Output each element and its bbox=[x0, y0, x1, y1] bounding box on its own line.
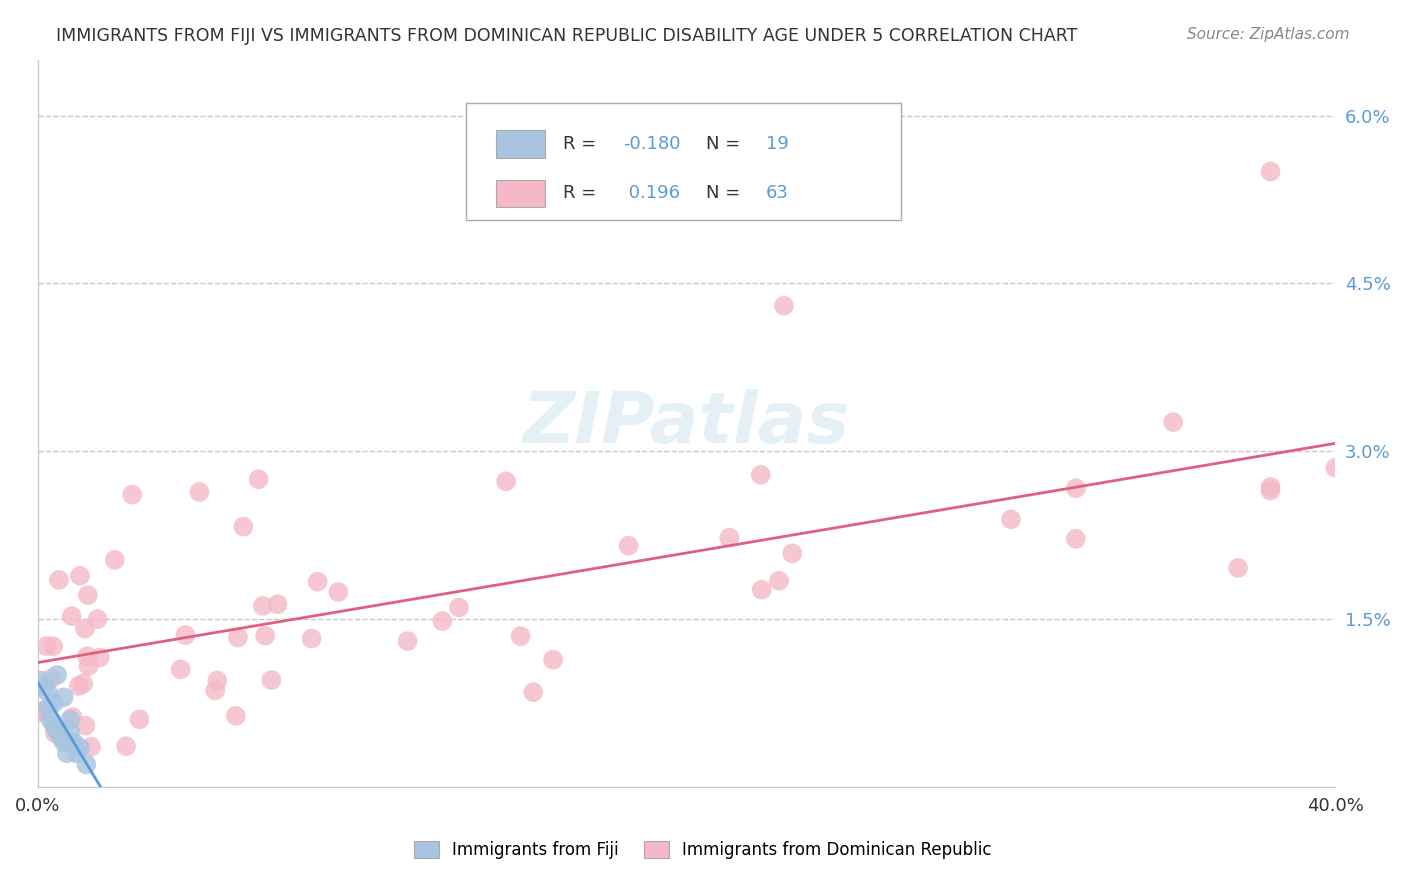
Point bbox=[76, 588, 98, 602]
Point bbox=[42, 696, 65, 710]
FancyBboxPatch shape bbox=[465, 103, 901, 219]
Point bbox=[69, 740, 91, 755]
Point bbox=[174, 628, 197, 642]
Point bbox=[188, 484, 211, 499]
Point bbox=[48, 573, 70, 587]
Point bbox=[121, 488, 143, 502]
Point bbox=[260, 673, 283, 687]
Point bbox=[59, 723, 82, 738]
Point bbox=[1161, 415, 1184, 429]
Point bbox=[617, 539, 640, 553]
Legend: Immigrants from Fiji, Immigrants from Dominican Republic: Immigrants from Fiji, Immigrants from Do… bbox=[408, 834, 998, 866]
Point bbox=[307, 574, 329, 589]
Text: Source: ZipAtlas.com: Source: ZipAtlas.com bbox=[1187, 27, 1350, 42]
Text: 0.196: 0.196 bbox=[623, 185, 681, 202]
Point bbox=[225, 709, 247, 723]
Point bbox=[522, 685, 544, 699]
Point bbox=[768, 574, 790, 588]
Point bbox=[31, 704, 53, 718]
Point bbox=[62, 710, 84, 724]
Text: IMMIGRANTS FROM FIJI VS IMMIGRANTS FROM DOMINICAN REPUBLIC DISABILITY AGE UNDER : IMMIGRANTS FROM FIJI VS IMMIGRANTS FROM … bbox=[56, 27, 1077, 45]
Point bbox=[37, 701, 59, 715]
Point bbox=[751, 582, 773, 597]
Point bbox=[37, 684, 59, 698]
Text: 63: 63 bbox=[766, 185, 789, 202]
Point bbox=[1000, 512, 1022, 526]
Point bbox=[72, 676, 94, 690]
Point bbox=[32, 679, 55, 693]
Point bbox=[495, 475, 517, 489]
Point bbox=[1064, 532, 1087, 546]
Point bbox=[780, 546, 803, 560]
Point bbox=[247, 472, 270, 486]
Point bbox=[128, 712, 150, 726]
Point bbox=[266, 597, 288, 611]
Point bbox=[42, 718, 65, 732]
Point bbox=[1389, 277, 1406, 291]
Point bbox=[749, 467, 772, 482]
Point bbox=[1064, 481, 1087, 495]
Point bbox=[30, 705, 52, 719]
Point bbox=[75, 719, 97, 733]
Point bbox=[56, 746, 79, 760]
Point bbox=[52, 690, 75, 705]
Point bbox=[396, 634, 419, 648]
Point bbox=[49, 730, 72, 744]
FancyBboxPatch shape bbox=[496, 179, 546, 207]
Point bbox=[432, 614, 454, 628]
Point bbox=[1227, 561, 1250, 575]
Point bbox=[86, 612, 108, 626]
Point bbox=[44, 726, 66, 740]
Point bbox=[59, 713, 82, 727]
FancyBboxPatch shape bbox=[496, 130, 546, 158]
Point bbox=[226, 631, 249, 645]
Point bbox=[1324, 460, 1347, 475]
Text: 19: 19 bbox=[766, 135, 789, 153]
Point bbox=[254, 629, 277, 643]
Text: R =: R = bbox=[564, 135, 602, 153]
Point bbox=[73, 622, 96, 636]
Point bbox=[77, 659, 100, 673]
Point bbox=[62, 735, 84, 749]
Point bbox=[1260, 483, 1282, 498]
Point bbox=[1389, 542, 1406, 557]
Point bbox=[60, 609, 83, 624]
Point bbox=[69, 568, 91, 582]
Point bbox=[773, 299, 796, 313]
Point bbox=[509, 629, 531, 643]
Point bbox=[35, 639, 58, 653]
Point bbox=[169, 662, 191, 676]
Point bbox=[42, 640, 65, 654]
Point bbox=[65, 746, 87, 760]
Text: N =: N = bbox=[706, 135, 747, 153]
Point bbox=[52, 735, 75, 749]
Point bbox=[718, 531, 741, 545]
Point bbox=[447, 600, 470, 615]
Point bbox=[41, 672, 63, 686]
Point bbox=[328, 585, 350, 599]
Point bbox=[1260, 480, 1282, 494]
Point bbox=[1260, 164, 1282, 178]
Point bbox=[75, 757, 97, 772]
Point bbox=[80, 739, 103, 754]
Point bbox=[30, 673, 52, 688]
Text: ZIPatlas: ZIPatlas bbox=[523, 389, 851, 458]
Point bbox=[89, 650, 111, 665]
Text: -0.180: -0.180 bbox=[623, 135, 681, 153]
Point bbox=[204, 683, 226, 698]
Point bbox=[541, 653, 564, 667]
Point bbox=[232, 519, 254, 533]
Point bbox=[76, 649, 98, 664]
Point bbox=[301, 632, 323, 646]
Point bbox=[115, 739, 138, 754]
Point bbox=[67, 679, 90, 693]
Point bbox=[46, 723, 69, 738]
Point bbox=[207, 673, 229, 688]
Point bbox=[104, 553, 127, 567]
Text: R =: R = bbox=[564, 185, 602, 202]
Point bbox=[252, 599, 274, 613]
Text: N =: N = bbox=[706, 185, 747, 202]
Point bbox=[39, 713, 62, 727]
Point bbox=[46, 668, 69, 682]
